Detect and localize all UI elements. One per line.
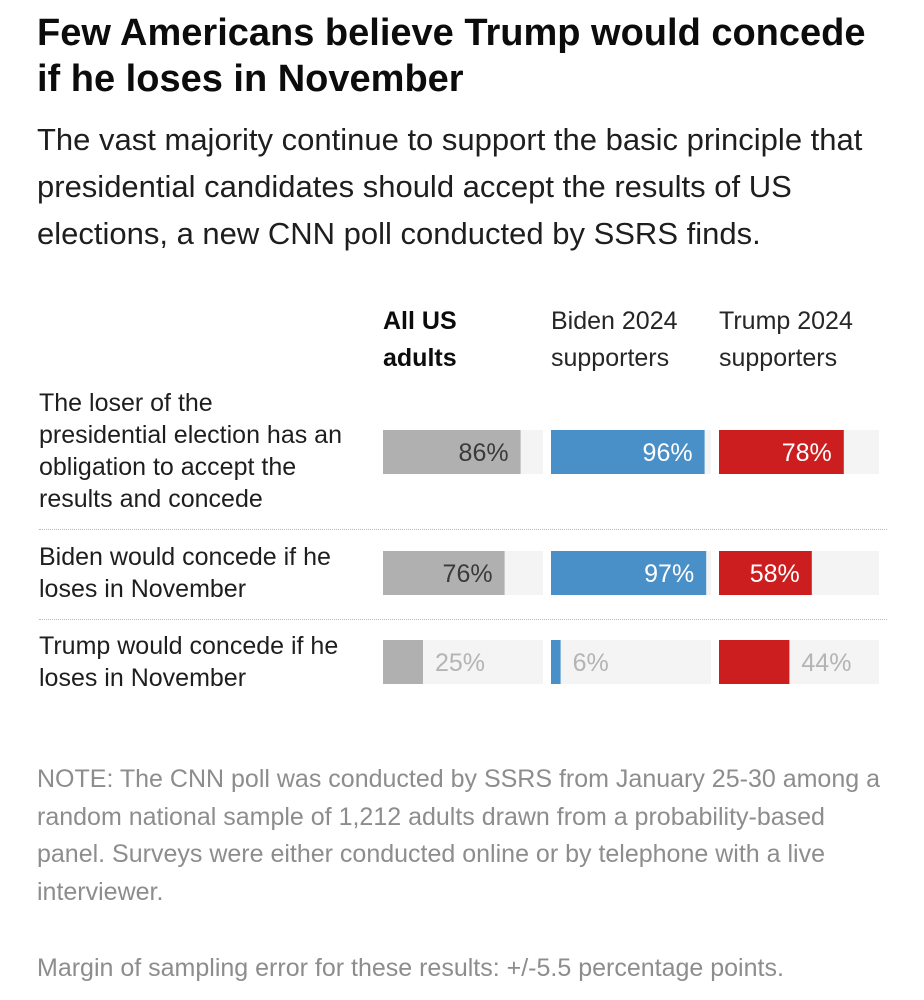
data-label-biden-concede-all-adults: 76% [443, 560, 493, 588]
bar-trump-concede-all-adults [383, 640, 423, 684]
data-label-trump-concede-trump-supporters: 44% [801, 649, 851, 677]
data-label-loser-obligation-all-adults: 86% [459, 439, 509, 467]
bar-track-trump-concede-biden-supporters [551, 640, 711, 684]
data-label-biden-concede-trump-supporters: 58% [750, 560, 800, 588]
bar-biden-concede-all-adults [383, 551, 505, 595]
bar-loser-obligation-trump-supporters [719, 430, 844, 474]
data-label-loser-obligation-biden-supporters: 96% [643, 439, 693, 467]
chart-subtitle: The vast majority continue to support th… [37, 122, 863, 251]
column-header-all-adults: All US adults [383, 307, 457, 372]
chart-title: Few Americans believe Trump would conced… [37, 12, 866, 100]
bar-loser-obligation-all-adults [383, 430, 521, 474]
data-label-trump-concede-biden-supporters: 6% [573, 649, 609, 677]
bar-trump-concede-trump-supporters [719, 640, 790, 684]
methodology-note: NOTE: The CNN poll was conducted by SSRS… [37, 765, 880, 906]
row-label-trump-concede: Trump would concede if he loses in Novem… [39, 632, 339, 692]
bar-biden-concede-trump-supporters [719, 551, 812, 595]
data-label-loser-obligation-trump-supporters: 78% [782, 439, 832, 467]
column-header-biden-supporters: Biden 2024 supporters [551, 307, 678, 372]
row-label-loser-obligation: The loser of the presidential election h… [39, 389, 342, 513]
data-label-biden-concede-biden-supporters: 97% [644, 560, 694, 588]
column-header-trump-supporters: Trump 2024 supporters [719, 307, 853, 372]
row-divider [39, 529, 887, 530]
bar-trump-concede-biden-supporters [551, 640, 561, 684]
row-label-biden-concede: Biden would concede if he loses in Novem… [39, 543, 331, 603]
row-divider [39, 619, 887, 620]
margin-of-error-note: Margin of sampling error for these resul… [37, 954, 784, 982]
bar-biden-concede-biden-supporters [551, 551, 707, 595]
data-label-trump-concede-all-adults: 25% [435, 649, 485, 677]
bar-loser-obligation-biden-supporters [551, 430, 705, 474]
